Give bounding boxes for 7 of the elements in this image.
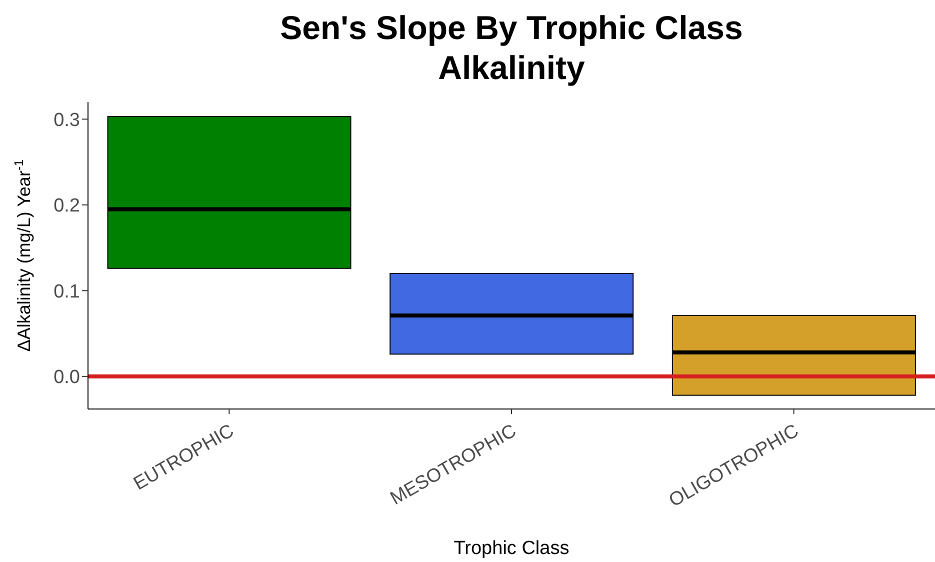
y-tick-label: 0.1 xyxy=(54,281,80,302)
y-tick-label: 0.3 xyxy=(54,110,80,131)
chart-title: Sen's Slope By Trophic Class xyxy=(279,8,744,48)
x-axis-title: Trophic Class xyxy=(454,538,570,559)
chart-subtitle: Alkalinity xyxy=(437,48,586,88)
y-tick-label: 0.2 xyxy=(54,196,80,217)
y-tick-label: 0.0 xyxy=(54,367,80,388)
